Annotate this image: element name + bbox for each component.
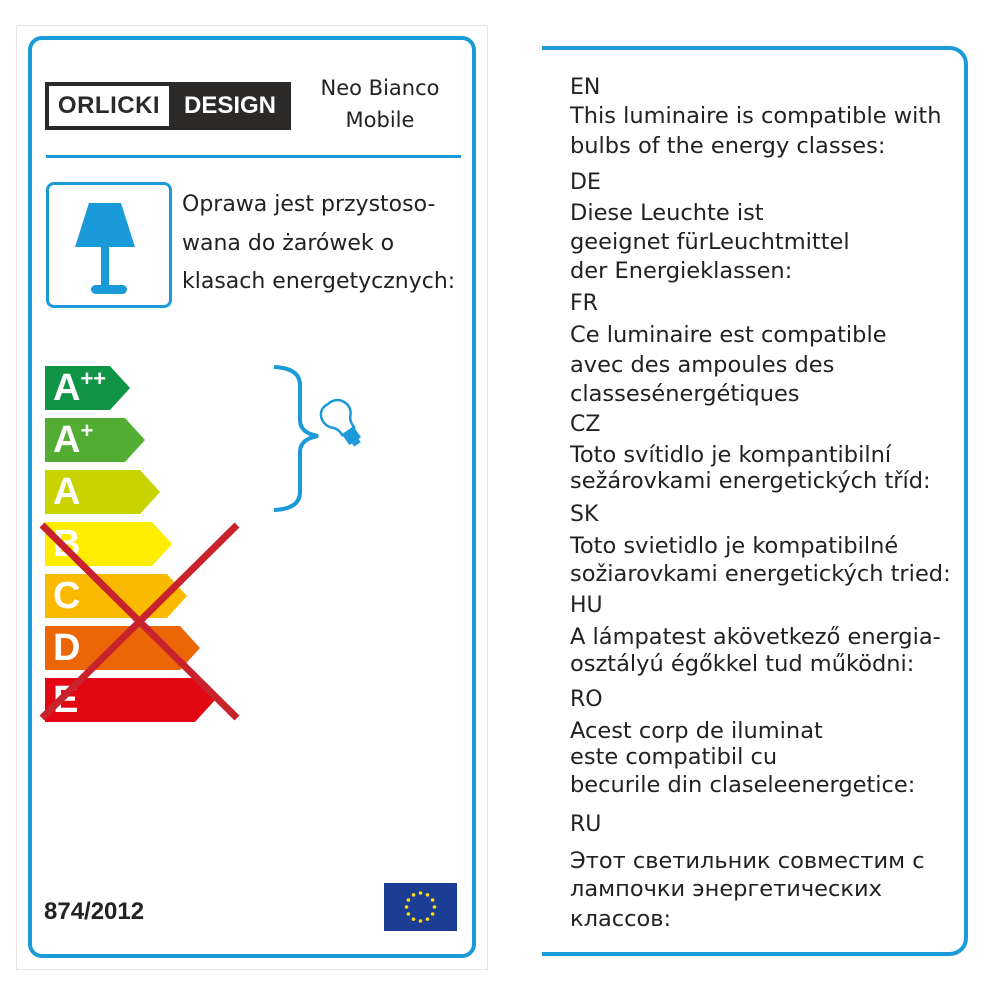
translation-line: bulbs of the energy classes: bbox=[570, 133, 886, 159]
polish-line: klasach energetycznych: bbox=[182, 269, 456, 294]
left-panel bbox=[28, 36, 476, 958]
class-letter: C bbox=[53, 575, 81, 617]
class-letter: A bbox=[53, 367, 81, 409]
translation-line: Toto svietidlo je kompatibilné bbox=[570, 533, 899, 559]
translation-line: Acest corp de iluminat bbox=[570, 718, 823, 744]
class-superscript: + bbox=[80, 418, 94, 443]
class-superscript: ++ bbox=[80, 366, 107, 391]
energy-class-d: D bbox=[45, 626, 200, 670]
eu-flag-icon bbox=[384, 883, 457, 931]
translation-line: Toto svítidlo je kompantibilní bbox=[570, 442, 892, 468]
lamp-icon bbox=[46, 182, 172, 308]
class-letter: D bbox=[53, 627, 81, 669]
left-card-frame bbox=[16, 25, 488, 970]
translation-line: sožiarovkami energetických tried: bbox=[570, 561, 951, 587]
language-code: EN bbox=[570, 75, 601, 100]
brace-icon bbox=[273, 365, 319, 512]
translation-line: Ce luminaire est compatible bbox=[570, 322, 887, 348]
regulation-number: 874/2012 bbox=[44, 898, 145, 925]
product-name-line1: Neo Bianco bbox=[320, 76, 440, 100]
cross-out-icon bbox=[39, 522, 240, 721]
class-letter: A bbox=[53, 419, 81, 461]
translation-line: лампочки энергетических bbox=[570, 876, 882, 902]
translation-line: A lámpatest akövetkező energia- bbox=[570, 624, 941, 650]
bulb-icon bbox=[319, 398, 361, 447]
energy-class-a: A bbox=[45, 470, 160, 514]
brand-logo: ORLICKI DESIGN bbox=[45, 82, 291, 130]
language-code: RO bbox=[570, 687, 603, 712]
language-code: HU bbox=[570, 593, 603, 618]
product-name-line2: Mobile bbox=[345, 108, 415, 132]
translation-line: der Energieklassen: bbox=[570, 258, 793, 284]
polish-line: wana do żarówek o bbox=[182, 230, 395, 256]
polish-description: Oprawa jest przystoso- wana do żarówek o… bbox=[182, 186, 455, 302]
logo-right-text: DESIGN bbox=[183, 92, 276, 119]
translation-line: becurile din claseleenergetice: bbox=[570, 772, 916, 798]
translation-line: Diese Leuchte ist bbox=[570, 200, 764, 226]
language-code: FR bbox=[570, 291, 598, 316]
translation-line: sežárovkami energetických tříd: bbox=[570, 468, 931, 494]
translation-line: классов: bbox=[570, 906, 672, 932]
language-code: CZ bbox=[570, 412, 601, 437]
energy-class-app: A++ bbox=[45, 366, 130, 410]
product-name: Neo Bianco Mobile bbox=[300, 72, 460, 136]
class-letter: A bbox=[53, 471, 81, 513]
translation-line: avec des ampoules des bbox=[570, 352, 835, 378]
language-code: DE bbox=[570, 170, 601, 195]
divider bbox=[46, 155, 461, 158]
translation-line: Этот светильник совместим с bbox=[570, 848, 925, 874]
logo-left-text: ORLICKI bbox=[49, 86, 169, 126]
translation-line: This luminaire is compatible with bbox=[570, 103, 942, 129]
language-code: RU bbox=[570, 812, 602, 837]
energy-class-ap: A+ bbox=[45, 418, 145, 462]
translation-line: osztályú égőkkel tud működni: bbox=[570, 651, 915, 677]
polish-line: Oprawa jest przystoso- bbox=[182, 192, 436, 217]
translation-line: classesénergétiques bbox=[570, 381, 800, 407]
translation-line: este compatibil cu bbox=[570, 744, 778, 770]
language-code: SK bbox=[570, 502, 599, 527]
translation-line: geeignet fürLeuchtmittel bbox=[570, 229, 850, 255]
right-panel bbox=[542, 46, 968, 956]
